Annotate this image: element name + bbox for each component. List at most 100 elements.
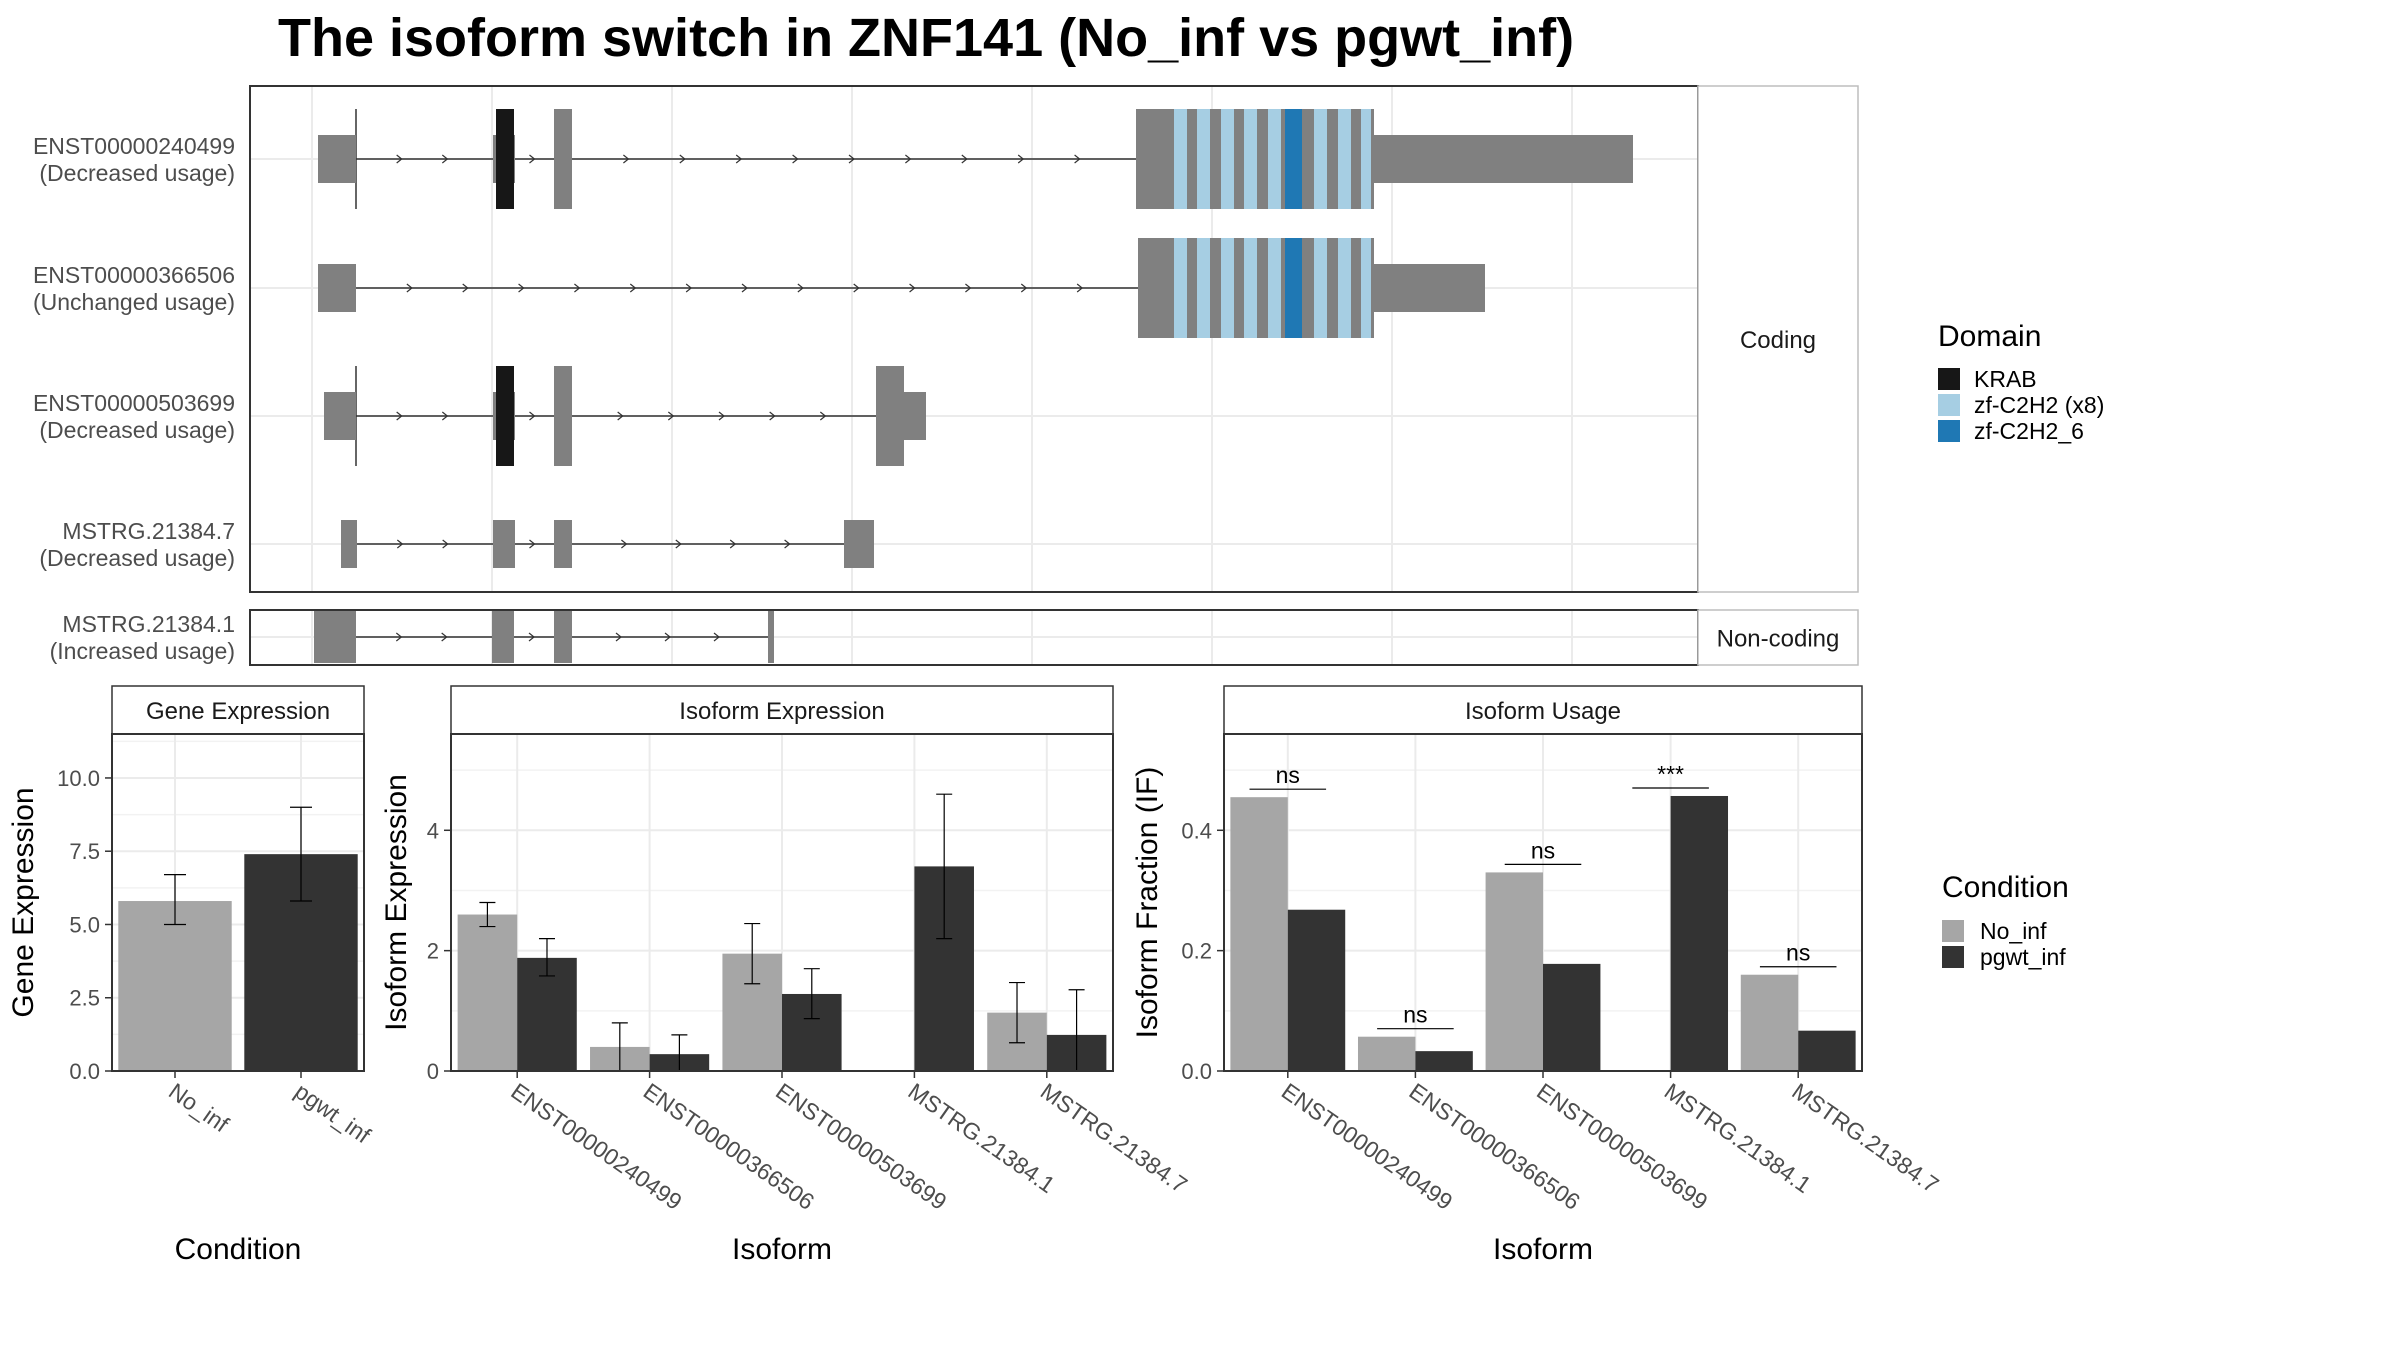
isoform-row: ENST00000503699(Decreased usage) — [33, 366, 926, 466]
isoform-id-label: MSTRG.21384.7 — [62, 518, 235, 544]
zf-c2h2-6-domain — [1285, 109, 1302, 209]
significance-label: ns — [1786, 940, 1810, 966]
isoform-row: ENST00000240499(Decreased usage) — [33, 109, 1633, 209]
intron-arrow — [396, 411, 403, 421]
isoform-id-label: ENST00000240499 — [33, 133, 235, 159]
intron-arrow — [1076, 283, 1084, 293]
significance-label: ns — [1403, 1002, 1427, 1028]
intron-arrow — [629, 283, 637, 293]
exon — [554, 109, 572, 209]
intron-arrow — [905, 154, 912, 164]
zf-c2h2-domain — [1221, 109, 1234, 209]
intron-arrow — [1020, 283, 1028, 293]
isoform-usage-chart: Isoform Usage0.00.20.4nsnsns***nsENST000… — [1131, 685, 1944, 1266]
exon — [324, 392, 356, 440]
zf-c2h2-domain — [1268, 238, 1281, 338]
panel-border — [111, 733, 365, 1072]
intron-arrow — [441, 411, 449, 421]
intron-arrow — [784, 539, 791, 549]
exon — [318, 135, 356, 183]
intron-arrow — [396, 539, 404, 549]
facet-label: Coding — [1740, 327, 1816, 354]
facet-label: Isoform Expression — [679, 698, 884, 725]
facet-strip — [1697, 609, 1859, 666]
zf-c2h2-domain — [1244, 238, 1257, 338]
legend-swatch — [1942, 946, 1964, 968]
y-tick-label: 0.0 — [69, 1059, 100, 1084]
intron-arrow — [395, 632, 403, 642]
significance-label: ns — [1276, 762, 1300, 788]
intron-arrow — [961, 154, 968, 164]
facet-label: Gene Expression — [146, 698, 330, 725]
y-tick-label: 4 — [427, 818, 439, 843]
intron-arrow — [623, 154, 630, 164]
zf-c2h2-domain — [1244, 109, 1257, 209]
y-tick-label: 2.5 — [69, 986, 100, 1011]
intron-arrow — [848, 154, 855, 164]
exon — [876, 366, 904, 466]
y-tick-label: 7.5 — [69, 839, 100, 864]
facet-strip — [1223, 685, 1863, 735]
zf-c2h2-domain — [1174, 238, 1187, 338]
zf-c2h2-domain — [1268, 109, 1281, 209]
y-axis-title: Isoform Expression — [380, 774, 413, 1031]
intron-arrow — [797, 283, 804, 293]
isoform-id-label: MSTRG.21384.1 — [62, 611, 235, 637]
intron-arrow — [667, 411, 675, 421]
exon — [318, 264, 356, 312]
bar — [1287, 909, 1346, 1071]
exon — [554, 366, 572, 466]
exon — [844, 520, 874, 568]
legend-label: KRAB — [1974, 366, 2037, 392]
significance-label: *** — [1657, 761, 1684, 787]
bar — [1740, 974, 1799, 1071]
gene-structure-panel: CodingNon-codingENST00000240499(Decrease… — [33, 85, 1859, 666]
bar — [1485, 872, 1543, 1071]
exon — [768, 611, 774, 663]
bar — [457, 914, 518, 1071]
y-tick-label: 5.0 — [69, 912, 100, 937]
intron-arrow — [1017, 154, 1025, 164]
intron-arrow — [664, 632, 671, 642]
bar — [1670, 795, 1729, 1071]
legend-swatch — [1938, 368, 1960, 390]
exon — [1365, 264, 1485, 312]
bar — [1230, 797, 1288, 1071]
exon — [554, 520, 572, 568]
intron-arrow — [617, 411, 624, 421]
legend-label: pgwt_inf — [1980, 944, 2066, 970]
legend-label: zf-C2H2 (x8) — [1974, 392, 2104, 418]
y-tick-label: 0 — [427, 1059, 439, 1084]
intron-arrow — [675, 539, 682, 549]
x-axis-title: Isoform — [732, 1233, 832, 1266]
zf-c2h2-domain — [1361, 109, 1371, 209]
facet-strip — [450, 685, 1114, 735]
legend-swatch — [1938, 420, 1960, 442]
intron-arrow — [621, 539, 628, 549]
bar — [1798, 1030, 1856, 1071]
bar — [1415, 1051, 1473, 1071]
intron-arrow — [529, 539, 536, 549]
zf-c2h2-domain — [1221, 238, 1234, 338]
legend-swatch — [1942, 920, 1964, 942]
x-axis-title: Isoform — [1493, 1233, 1593, 1266]
zf-c2h2-domain — [1314, 238, 1327, 338]
intron-arrow — [713, 632, 720, 642]
legend-label: zf-C2H2_6 — [1974, 418, 2084, 444]
isoform-row: MSTRG.21384.7(Decreased usage) — [39, 518, 874, 571]
zf-c2h2-domain — [1338, 238, 1351, 338]
legend-swatch — [1938, 394, 1960, 416]
significance-label: ns — [1531, 837, 1555, 863]
intron-arrow — [965, 283, 972, 293]
intron-arrow — [685, 283, 693, 293]
intron-arrow — [441, 154, 449, 164]
legend-label: No_inf — [1980, 918, 2047, 944]
isoform-row: MSTRG.21384.1(Increased usage) — [50, 611, 774, 664]
intron-arrow — [792, 154, 799, 164]
bar — [517, 957, 577, 1071]
intron-arrow — [909, 283, 916, 293]
facet-strip — [1697, 85, 1859, 593]
